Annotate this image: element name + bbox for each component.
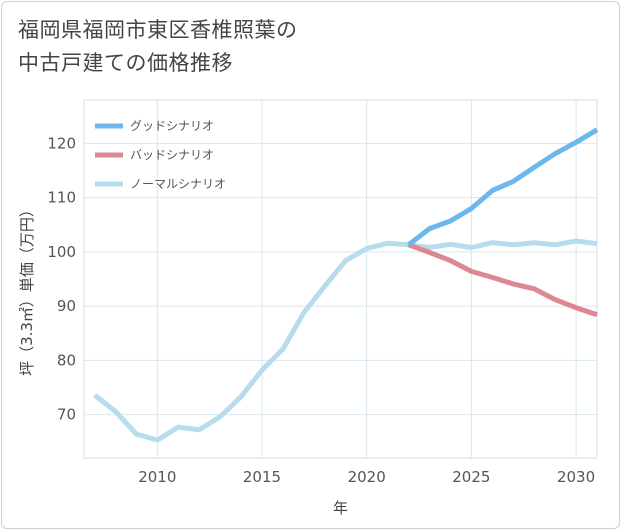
x-tick-label: 2030 (557, 468, 595, 486)
x-tick-label: 2020 (348, 468, 386, 486)
y-tick-label: 70 (57, 406, 76, 424)
x-tick-label: 2010 (138, 468, 176, 486)
x-tick-label: 2025 (452, 468, 490, 486)
y-tick-label: 80 (57, 351, 76, 369)
y-axis-label: 坪（3.3㎡）単価（万円） (18, 202, 36, 376)
tick-labels: 2010 2015 2020 2025 2030 70 80 90 100 110 120 (47, 134, 595, 486)
plot-area (83, 99, 598, 459)
y-tick-label: 90 (57, 297, 76, 315)
y-tick-label: 120 (47, 134, 76, 152)
grid-lines (83, 99, 598, 459)
chart-title-line-1: 福岡県福岡市東区香椎照葉の (18, 18, 298, 42)
legend-label: バッドシナリオ (130, 148, 214, 162)
series-lines (92, 127, 599, 443)
y-tick-label: 100 (47, 243, 76, 261)
chart-title: 福岡県福岡市東区香椎照葉の 中古戸建ての価格推移 (18, 14, 578, 80)
chart-title-line-2: 中古戸建ての価格推移 (18, 51, 233, 75)
legend-label: ノーマルシナリオ (130, 177, 226, 191)
legend-label: グッドシナリオ (130, 119, 214, 133)
series-line-2 (92, 238, 598, 443)
series-line-1 (407, 242, 598, 318)
x-axis-label: 年 (333, 499, 348, 517)
y-tick-label: 110 (47, 189, 76, 207)
series-line-0 (407, 127, 599, 247)
x-tick-label: 2015 (243, 468, 281, 486)
